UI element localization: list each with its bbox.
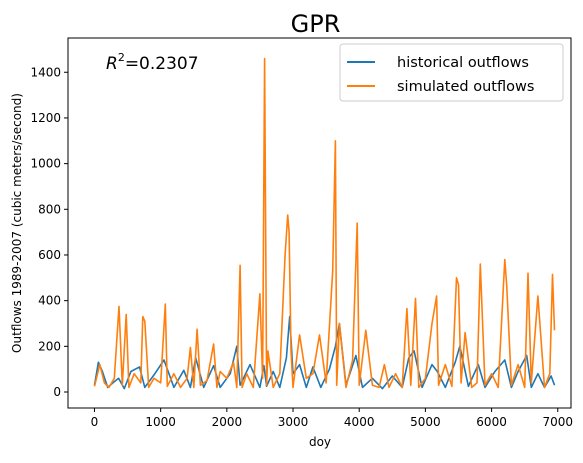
chart-title: GPR (291, 10, 341, 38)
y-tick-label: 1400 (30, 65, 61, 79)
x-tick-label: 7000 (542, 415, 573, 429)
x-tick-label: 4000 (344, 415, 375, 429)
legend-label-historical: historical outflows (397, 55, 529, 71)
series-layer (93, 57, 556, 390)
x-tick-label: 2000 (212, 415, 243, 429)
y-tick-label: 800 (38, 202, 61, 216)
x-tick-label: 3000 (278, 415, 309, 429)
x-tick-label: 1000 (145, 415, 176, 429)
y-axis: 0 200 400 600 800 1000 1200 1400 (30, 65, 68, 399)
r-squared-annotation: R2=0.2307 (106, 51, 199, 74)
y-tick-label: 400 (38, 294, 61, 308)
y-tick-label: 0 (53, 385, 61, 399)
x-tick-label: 6000 (476, 415, 507, 429)
legend: historical outflows simulated outflows (339, 43, 564, 102)
series-line-simulated (93, 57, 556, 389)
x-axis: 0 1000 2000 3000 4000 5000 6000 7000 (91, 408, 573, 429)
y-tick-label: 600 (38, 248, 61, 262)
y-tick-label: 1000 (30, 157, 61, 171)
plot-frame (67, 37, 572, 409)
r-squared-symbol: R (106, 54, 118, 74)
r-squared-value: =0.2307 (125, 54, 199, 74)
r-squared-superscript: 2 (118, 51, 125, 64)
y-tick-label: 1200 (30, 111, 61, 125)
x-axis-label: doy (309, 435, 331, 449)
x-tick-label: 0 (91, 415, 99, 429)
y-axis-label: Outflows 1989-2007 (cubic meters/second) (10, 93, 24, 353)
y-tick-label: 200 (38, 339, 61, 353)
legend-box (339, 43, 564, 102)
x-tick-label: 5000 (410, 415, 441, 429)
legend-label-simulated: simulated outflows (397, 79, 534, 95)
